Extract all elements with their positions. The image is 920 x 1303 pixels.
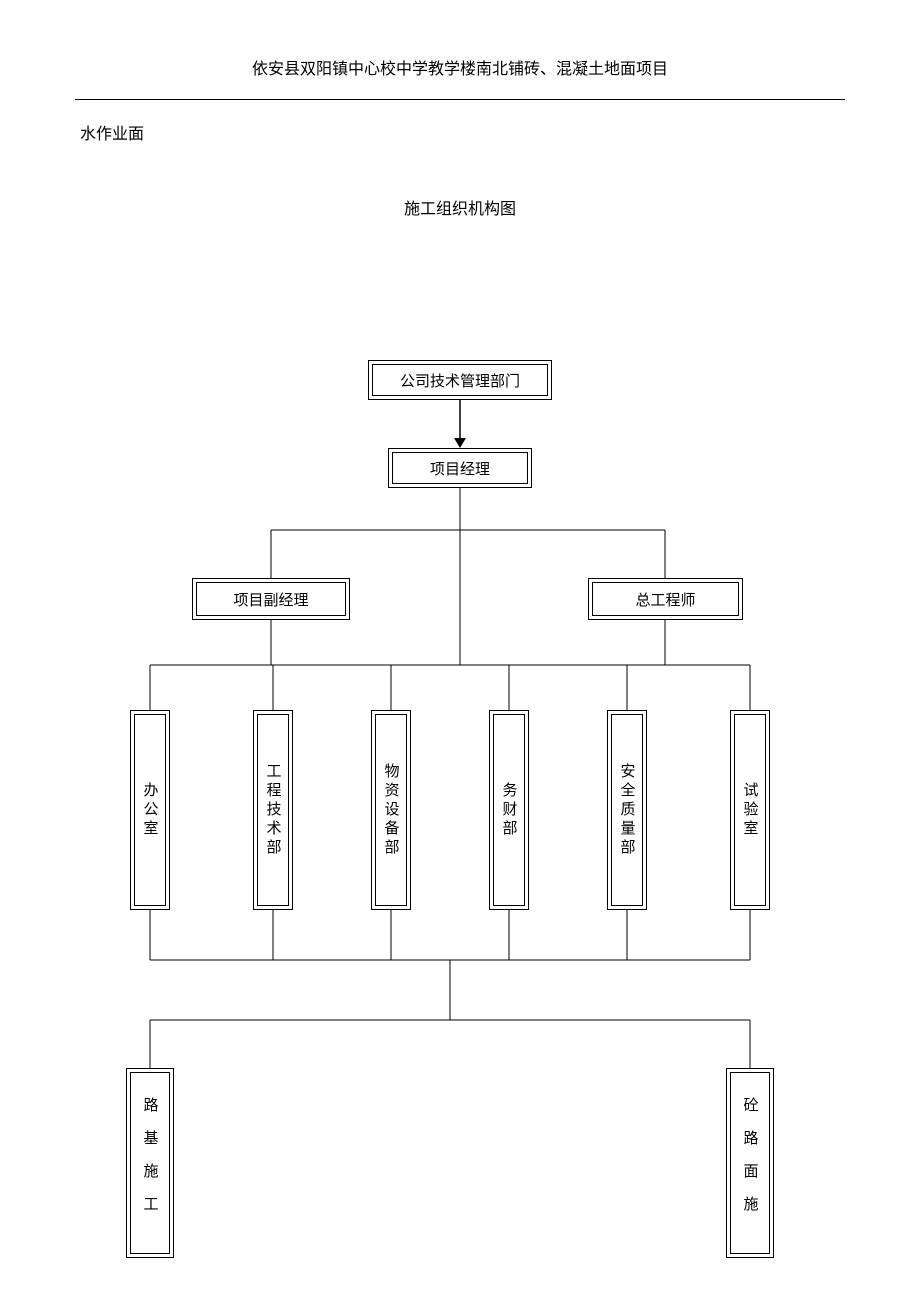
node-label: 务财部: [499, 782, 520, 839]
node-label: 安全质量部: [617, 763, 638, 858]
node-road-base: 路基施工: [126, 1068, 174, 1258]
node-label: 总工程师: [635, 589, 695, 610]
node-label: 试验室: [740, 782, 761, 839]
header-divider: [75, 99, 845, 100]
chart-title: 施工组织机构图: [0, 195, 920, 219]
page-header: 依安县双阳镇中心校中学教学楼南北铺砖、混凝土地面项目: [0, 0, 920, 79]
node-company-tech: 公司技术管理部门: [368, 360, 552, 400]
node-label: 项目副经理: [233, 589, 308, 610]
node-label: 工程技术部: [263, 763, 284, 858]
node-lab: 试验室: [730, 710, 770, 910]
node-material: 物资设备部: [371, 710, 411, 910]
header-title: 依安县双阳镇中心校中学教学楼南北铺砖、混凝土地面项目: [252, 61, 668, 78]
node-label: 公司技术管理部门: [400, 370, 520, 391]
node-project-manager: 项目经理: [388, 448, 532, 488]
subtitle-left: 水作业面: [80, 120, 144, 144]
node-finance: 务财部: [489, 710, 529, 910]
node-label: 砼路面施: [740, 1097, 761, 1229]
node-office: 办公室: [130, 710, 170, 910]
node-deputy-manager: 项目副经理: [192, 578, 350, 620]
node-eng-tech: 工程技术部: [253, 710, 293, 910]
node-label: 办公室: [140, 782, 161, 839]
node-label: 物资设备部: [381, 763, 402, 858]
node-concrete-road: 砼路面施: [726, 1068, 774, 1258]
node-chief-engineer: 总工程师: [588, 578, 743, 620]
node-label: 项目经理: [430, 458, 490, 479]
node-safety: 安全质量部: [607, 710, 647, 910]
node-label: 路基施工: [140, 1097, 161, 1229]
